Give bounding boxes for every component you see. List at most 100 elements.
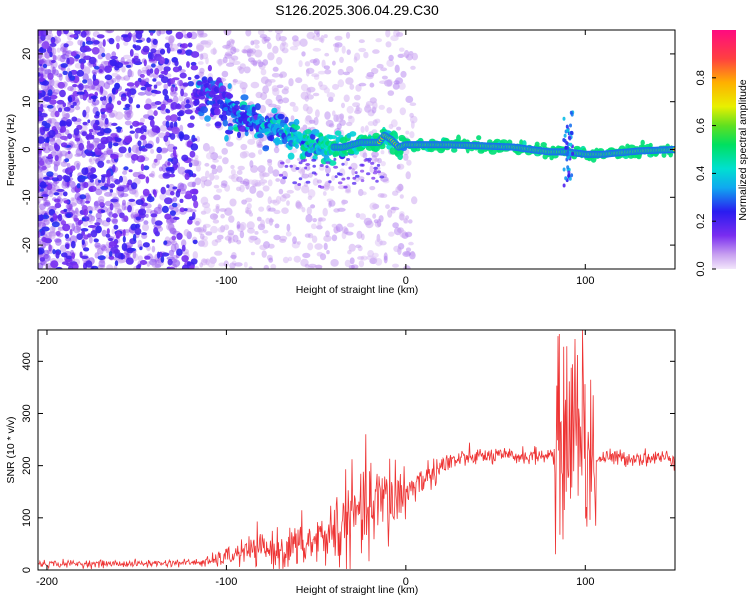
heatmap-cell bbox=[396, 32, 404, 37]
heatmap-cell bbox=[100, 96, 104, 102]
heatmap-cell bbox=[367, 157, 372, 161]
heatmap-cell bbox=[122, 170, 128, 175]
spectrogram-ytick-label: -20 bbox=[21, 237, 33, 253]
heatmap-cell bbox=[38, 237, 42, 246]
heatmap-cell bbox=[43, 219, 50, 226]
heatmap-cell bbox=[390, 119, 398, 128]
heatmap-cell bbox=[388, 231, 395, 237]
heatmap-cell bbox=[267, 243, 275, 249]
heatmap-cell bbox=[46, 104, 54, 109]
heatmap-cell bbox=[192, 211, 196, 220]
heatmap-cell bbox=[402, 251, 411, 257]
heatmap-cell bbox=[311, 235, 318, 243]
heatmap-cell bbox=[194, 265, 199, 269]
heatmap-cell bbox=[192, 239, 198, 245]
heatmap-cell bbox=[116, 100, 122, 106]
heatmap-cell bbox=[155, 81, 162, 86]
snr-xtick-label: -200 bbox=[36, 576, 58, 588]
heatmap-cell bbox=[311, 158, 317, 162]
heatmap-cell bbox=[83, 247, 90, 252]
heatmap-cell bbox=[165, 36, 171, 41]
heatmap-cell bbox=[213, 184, 220, 189]
heatmap-cell bbox=[230, 46, 237, 55]
heatmap-cell bbox=[287, 256, 293, 262]
heatmap-cell bbox=[79, 251, 83, 258]
heatmap-cell bbox=[194, 177, 202, 186]
heatmap-cell bbox=[247, 138, 256, 145]
heatmap-cell bbox=[181, 255, 189, 263]
heatmap-cell bbox=[399, 213, 405, 221]
heatmap-cell bbox=[121, 175, 128, 185]
heatmap-cell bbox=[341, 199, 346, 206]
heatmap-cell bbox=[564, 176, 568, 181]
heatmap-cell bbox=[182, 134, 190, 141]
heatmap-cell bbox=[73, 160, 81, 168]
heatmap-cell bbox=[121, 34, 129, 38]
heatmap-cell bbox=[65, 52, 73, 57]
heatmap-cell bbox=[94, 242, 101, 248]
heatmap-cell bbox=[47, 89, 53, 97]
heatmap-cell bbox=[337, 79, 345, 88]
heatmap-cell bbox=[114, 62, 124, 69]
heatmap-cell bbox=[97, 179, 102, 183]
heatmap-cell bbox=[109, 59, 117, 67]
heatmap-cell bbox=[333, 208, 340, 213]
heatmap-cell bbox=[46, 183, 53, 191]
heatmap-cell bbox=[346, 158, 350, 161]
heatmap-cell bbox=[323, 183, 331, 190]
spectrogram-ytick-label: -10 bbox=[21, 189, 33, 205]
heatmap-cell bbox=[348, 166, 352, 170]
heatmap-cell bbox=[127, 205, 132, 213]
heatmap-cell bbox=[195, 136, 200, 143]
heatmap-cell bbox=[104, 191, 113, 197]
heatmap-cell bbox=[115, 35, 121, 42]
heatmap-cell bbox=[111, 72, 119, 77]
heatmap-cell bbox=[192, 251, 198, 260]
heatmap-cell bbox=[571, 151, 575, 156]
heatmap-cell bbox=[150, 213, 158, 218]
heatmap-cell bbox=[142, 242, 150, 248]
heatmap-cell bbox=[190, 61, 197, 66]
heatmap-cell bbox=[364, 125, 369, 133]
heatmap-cell bbox=[378, 104, 385, 110]
heatmap-cell bbox=[203, 179, 212, 187]
heatmap-cell bbox=[284, 116, 289, 124]
heatmap-cell bbox=[187, 122, 195, 128]
heatmap-cell bbox=[276, 84, 284, 89]
heatmap-cell bbox=[111, 228, 116, 235]
heatmap-cell bbox=[306, 31, 316, 40]
heatmap-cell bbox=[411, 196, 418, 205]
heatmap-cell bbox=[379, 240, 387, 246]
heatmap-cell bbox=[77, 39, 82, 46]
heatmap-cell bbox=[252, 39, 260, 45]
heatmap-cell bbox=[228, 175, 236, 180]
heatmap-cell bbox=[328, 180, 332, 184]
heatmap-cell bbox=[333, 157, 337, 161]
heatmap-cell bbox=[337, 68, 344, 76]
heatmap-cell bbox=[279, 71, 288, 78]
heatmap-cell bbox=[48, 135, 54, 139]
heatmap-cell bbox=[371, 176, 376, 180]
heatmap-cell bbox=[135, 216, 142, 221]
heatmap-cell bbox=[142, 188, 150, 197]
heatmap-cell bbox=[99, 86, 104, 94]
heatmap-cell bbox=[202, 142, 210, 152]
heatmap-cell bbox=[98, 46, 105, 55]
heatmap-cell bbox=[139, 246, 143, 251]
heatmap-cell bbox=[372, 101, 378, 110]
heatmap-cell bbox=[392, 222, 399, 229]
heatmap-cell bbox=[271, 107, 278, 114]
heatmap-cell bbox=[137, 239, 143, 248]
heatmap-cell bbox=[92, 74, 97, 81]
heatmap-cell bbox=[267, 196, 272, 205]
heatmap-cell bbox=[240, 143, 248, 151]
heatmap-cell bbox=[567, 170, 571, 175]
heatmap-cell bbox=[351, 181, 357, 185]
heatmap-cell bbox=[292, 236, 297, 245]
heatmap-cell bbox=[293, 118, 300, 126]
heatmap-cell bbox=[44, 53, 51, 59]
heatmap-cell bbox=[127, 89, 132, 98]
heatmap-cell bbox=[89, 174, 98, 180]
heatmap-cell bbox=[369, 82, 375, 88]
heatmap-cell bbox=[97, 160, 105, 168]
